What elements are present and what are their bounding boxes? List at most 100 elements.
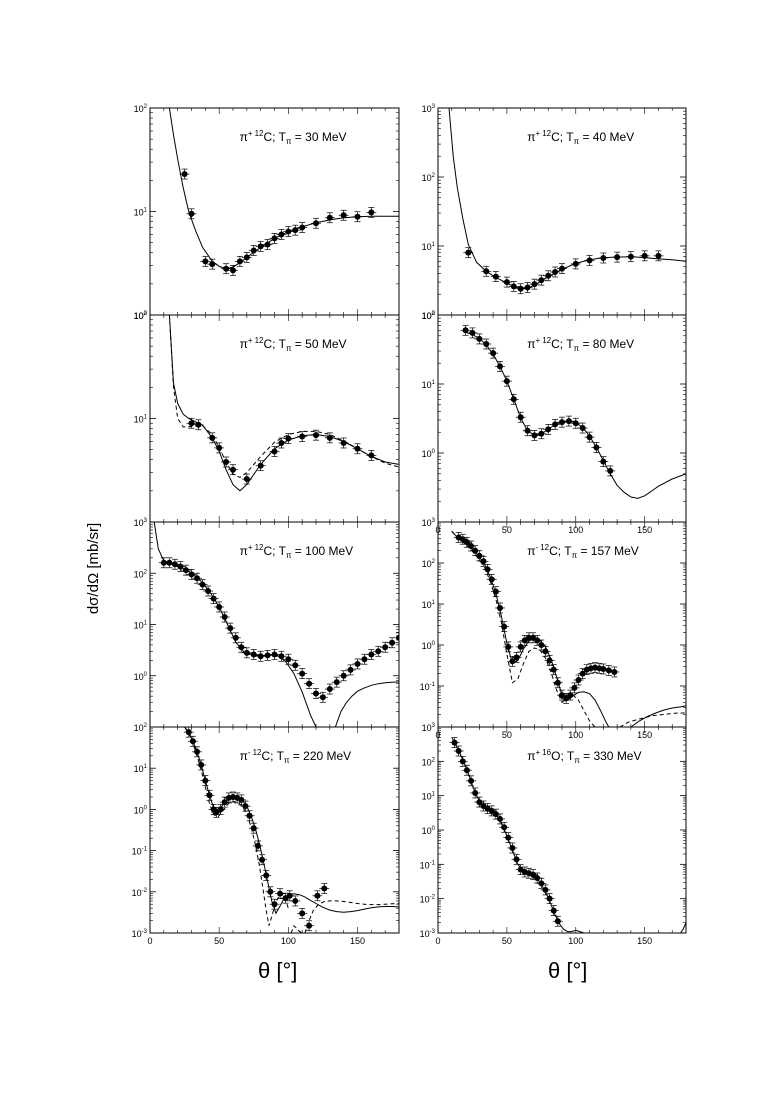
data-point: [457, 755, 468, 767]
chart-panel-2: 100 101 102 103 π+ 12C; Tπ = 40 MeV: [422, 104, 687, 321]
data-point: [515, 283, 526, 295]
data-point: [584, 254, 595, 266]
data-point: [214, 442, 225, 454]
data-point: [207, 432, 218, 444]
data-point: [200, 775, 211, 786]
data-point: [269, 446, 280, 457]
x-tick-label: 100: [568, 730, 583, 740]
chart-panel-1: 100 101 102 π+ 12C; Tπ = 30 MeV: [134, 104, 400, 321]
dashed-curve-dashed-tail: [619, 712, 686, 727]
y-tick-label: 102: [134, 569, 148, 579]
data-point: [499, 821, 510, 833]
data-point: [352, 443, 363, 455]
data-point: [453, 745, 464, 757]
data-point: [312, 890, 323, 902]
x-tick-label: 100: [281, 936, 296, 946]
data-point: [570, 417, 581, 429]
data-point: [262, 239, 273, 250]
y-tick-label: 101: [422, 792, 436, 802]
data-point: [269, 233, 280, 244]
data-point: [478, 800, 489, 812]
y-tick-label: 101: [134, 621, 148, 631]
data-point: [352, 658, 363, 670]
data-point: [283, 653, 294, 665]
chart-panel-5: 100 101 102 103 π+ 12C; Tπ = 100 MeV: [134, 518, 400, 728]
data-point: [240, 800, 251, 812]
data-point: [331, 676, 342, 688]
data-point: [552, 915, 563, 927]
data-point: [228, 265, 238, 276]
data-point: [196, 759, 207, 771]
data-point: [215, 804, 226, 815]
data-point: [511, 853, 522, 865]
solid-curve-full-tail: [680, 922, 686, 933]
y-tick-label: 102: [134, 104, 148, 114]
data-point: [221, 456, 232, 468]
data-point: [241, 252, 252, 263]
y-tick-label: 100: [422, 311, 436, 321]
y-tick-label: 100: [422, 826, 436, 836]
y-tick-label: 10-1: [132, 847, 148, 857]
data-point: [474, 333, 485, 345]
data-point: [283, 433, 294, 444]
x-axis-label-left: θ [°]: [258, 958, 298, 983]
data-point: [461, 764, 472, 776]
data-point: [203, 585, 214, 597]
data-point: [311, 217, 321, 229]
y-tick-label: 10-3: [420, 929, 436, 939]
data-point: [180, 564, 191, 576]
data-point: [192, 572, 203, 584]
data-point: [653, 250, 664, 262]
data-point: [532, 872, 543, 884]
data-point: [625, 251, 636, 263]
panel-title: π- 12C; Tπ = 220 MeV: [240, 748, 352, 765]
data-point: [290, 659, 301, 671]
data-point: [169, 558, 180, 570]
data-point: [304, 678, 315, 690]
data-point: [207, 258, 218, 270]
data-point: [252, 840, 263, 852]
y-tick-label: 103: [134, 518, 148, 528]
data-point: [345, 664, 356, 676]
data-point: [297, 668, 308, 679]
data-point: [460, 324, 471, 336]
data-point: [276, 229, 287, 240]
data-point: [193, 419, 204, 431]
data-point: [536, 274, 547, 286]
data-point: [503, 641, 514, 653]
data-point: [552, 677, 563, 689]
data-point: [200, 255, 211, 267]
data-point: [550, 419, 561, 430]
x-tick-label: 150: [637, 525, 652, 535]
data-point: [548, 664, 559, 676]
data-point: [557, 263, 567, 274]
data-point: [276, 650, 287, 662]
data-point: [164, 557, 175, 569]
data-point: [543, 424, 554, 435]
data-point: [591, 442, 602, 453]
y-tick-label: 102: [134, 723, 148, 733]
data-point: [577, 422, 588, 434]
panel-title: π- 12C; Tπ = 157 MeV: [527, 543, 639, 560]
x-tick-label: 100: [568, 525, 583, 535]
data-point: [490, 271, 501, 282]
data-point: [387, 637, 398, 649]
data-point: [495, 602, 505, 614]
panel-title: π+ 12C; Tπ = 100 MeV: [240, 543, 354, 560]
data-point: [255, 460, 266, 472]
data-point: [248, 245, 259, 256]
data-point: [612, 251, 623, 263]
data-point: [481, 265, 492, 277]
data-point: [241, 473, 252, 485]
data-point: [466, 775, 477, 787]
y-tick-label: 100: [422, 641, 436, 651]
data-point: [338, 437, 349, 449]
panel-title: π+ 16O; Tπ = 330 MeV: [527, 748, 641, 765]
y-tick-label: 102: [422, 311, 436, 321]
y-tick-label: 103: [422, 723, 436, 733]
data-point: [186, 208, 197, 220]
data-point: [262, 650, 273, 661]
y-tick-label: 10-3: [132, 929, 148, 939]
data-point: [584, 431, 595, 443]
